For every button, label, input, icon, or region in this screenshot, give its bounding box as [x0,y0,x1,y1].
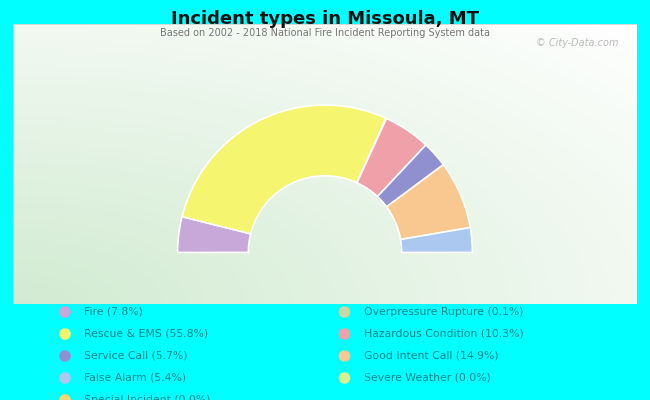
Wedge shape [177,217,251,252]
Wedge shape [357,118,387,183]
Text: © City-Data.com: © City-Data.com [536,38,618,48]
Text: Service Call (5.7%): Service Call (5.7%) [84,351,188,361]
Text: Incident types in Missoula, MT: Incident types in Missoula, MT [171,10,479,28]
Text: Rescue & EMS (55.8%): Rescue & EMS (55.8%) [84,329,209,339]
Wedge shape [182,105,386,234]
Text: Good Intent Call (14.9%): Good Intent Call (14.9%) [364,351,499,361]
Wedge shape [400,228,473,252]
Text: Overpressure Rupture (0.1%): Overpressure Rupture (0.1%) [364,307,523,317]
Text: Severe Weather (0.0%): Severe Weather (0.0%) [364,373,491,383]
Text: Based on 2002 - 2018 National Fire Incident Reporting System data: Based on 2002 - 2018 National Fire Incid… [160,28,490,38]
Text: Special Incident (0.0%): Special Incident (0.0%) [84,395,211,400]
Text: Hazardous Condition (10.3%): Hazardous Condition (10.3%) [364,329,524,339]
Text: Fire (7.8%): Fire (7.8%) [84,307,144,317]
Wedge shape [387,165,470,240]
Wedge shape [378,145,443,207]
Wedge shape [357,118,426,196]
Text: False Alarm (5.4%): False Alarm (5.4%) [84,373,187,383]
